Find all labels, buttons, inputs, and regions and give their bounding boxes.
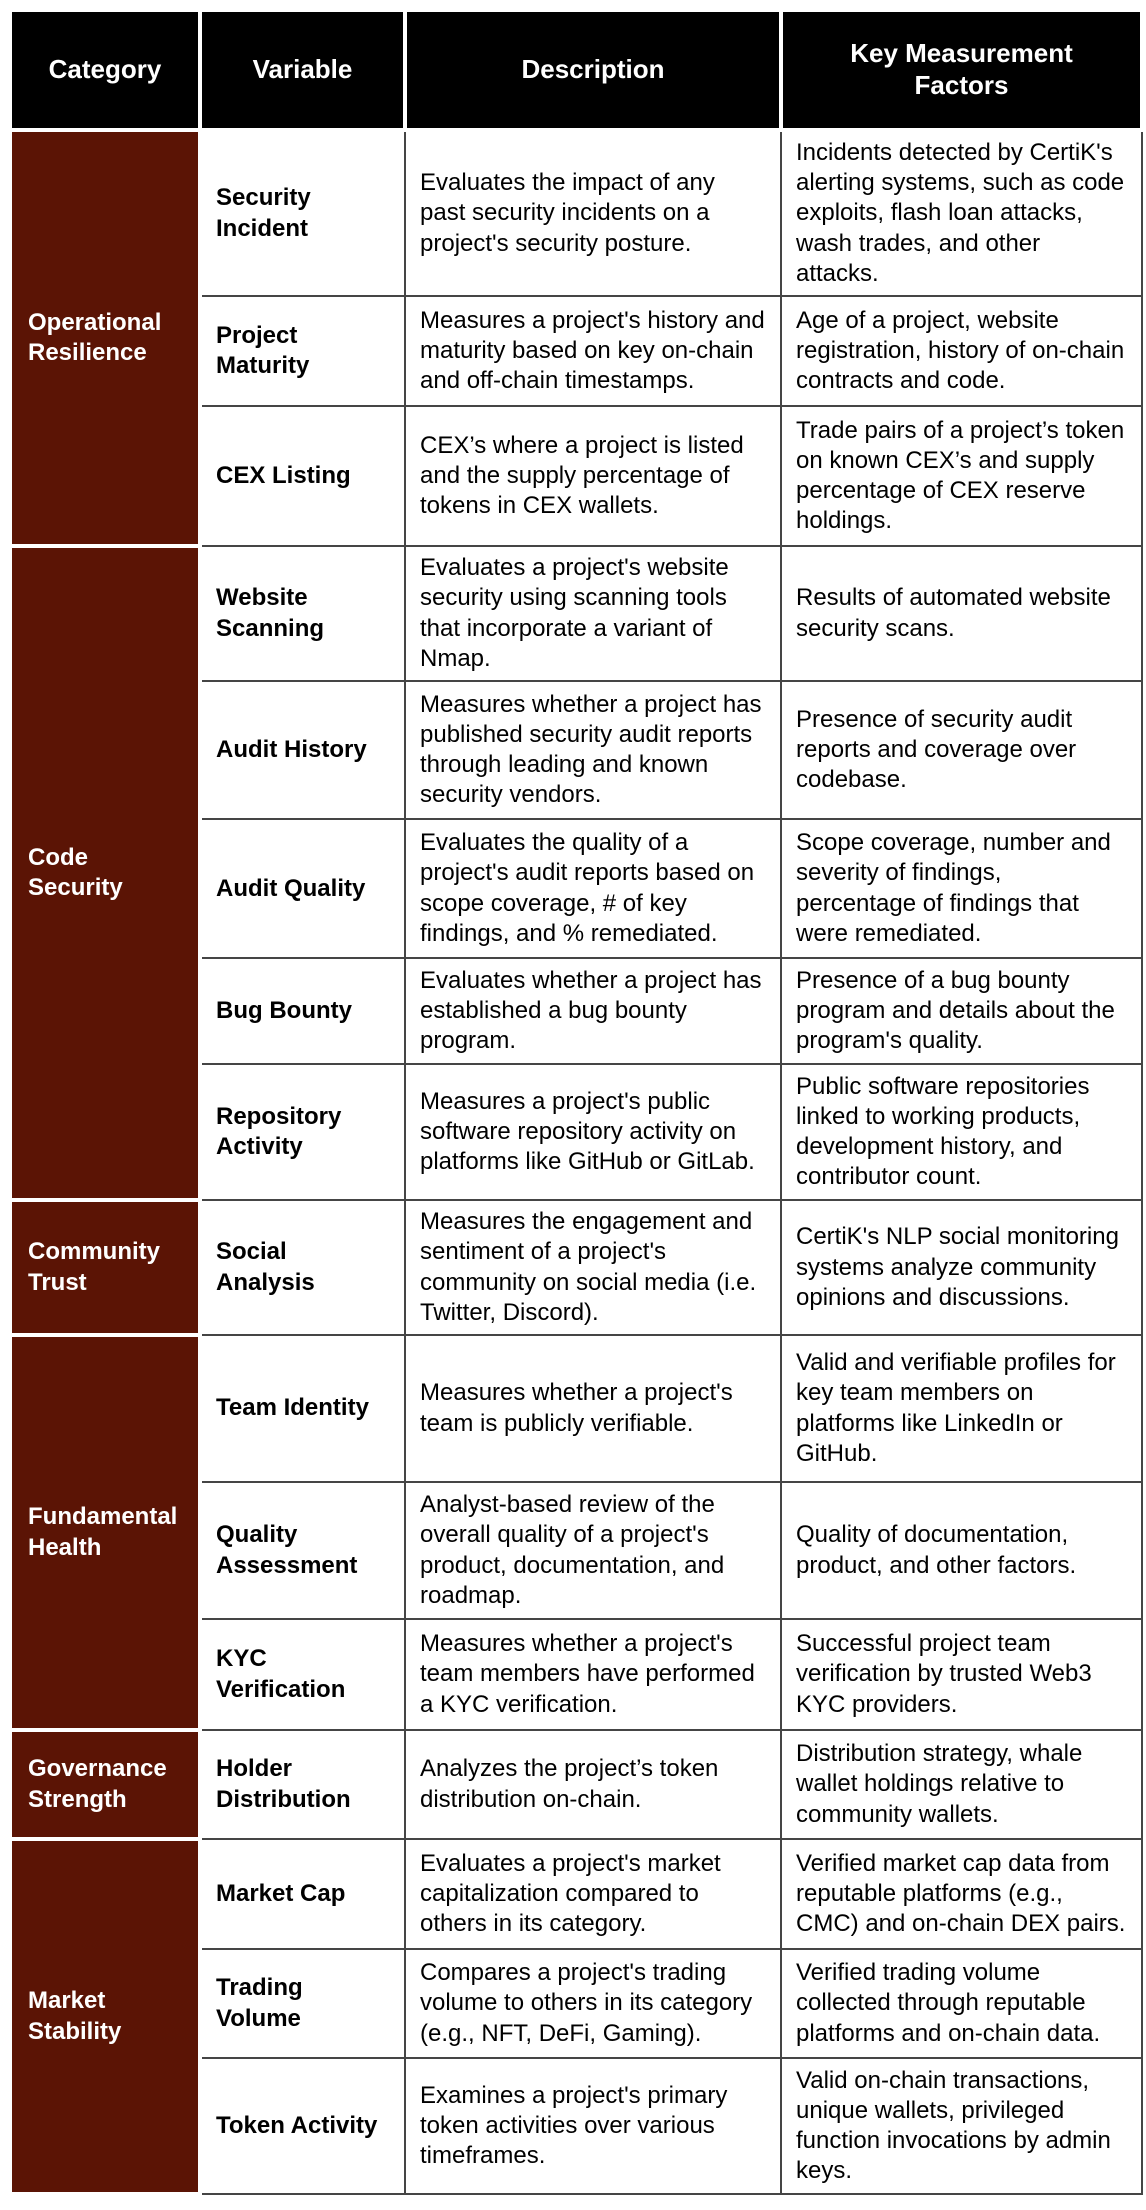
variable-cell: Audit Quality	[199, 818, 406, 960]
header-variable: Variable	[198, 8, 407, 132]
header-key-measurement-factors: Key Measurement Factors	[779, 8, 1144, 132]
variable-cell: Quality Assessment	[199, 1481, 406, 1621]
factors-cell: Distribution strategy, whale wallet hold…	[780, 1729, 1143, 1841]
table-row: Community Trust Social Analysis Measures t…	[8, 1198, 1143, 1338]
category-cell: Community Trust	[8, 1198, 202, 1338]
table-row: Audit History Measures whether a project …	[10, 680, 1143, 821]
table-row: Token Activity Examines a project's prima…	[10, 2057, 1143, 2196]
description-cell: CEX’s where a project is listed and the …	[404, 405, 782, 548]
table-row: Code Security Website Scanning Evaluates a…	[8, 544, 1143, 1203]
factors-cell: Scope coverage, number and severity of f…	[780, 818, 1143, 960]
category-cell: Market Stability	[8, 1837, 202, 2197]
category-cell: Fundamental Health	[8, 1333, 202, 1733]
description-cell: Evaluates a project's website security u…	[404, 545, 782, 683]
category-cell: Operational Resilience	[8, 127, 202, 549]
variable-cell: Social Analysis	[199, 1199, 406, 1337]
description-cell: Examines a project's primary token activ…	[404, 2057, 782, 2196]
table-row: Market Stability Market Cap Evaluates a pr…	[8, 1837, 1143, 2197]
variable-cell: Repository Activity	[199, 1063, 406, 1202]
header-row: Category Variable Description Key Measur…	[8, 8, 1144, 132]
header-description: Description	[403, 8, 783, 132]
description-cell: Measures whether a project's team member…	[404, 1618, 782, 1732]
variable-cell: Bug Bounty	[199, 957, 406, 1066]
variable-cell: Project Maturity	[199, 295, 406, 408]
table-row: Governance Strength Holder Distribution An…	[8, 1728, 1143, 1842]
description-cell: Measures a project's history and maturit…	[404, 295, 782, 408]
table-row: Repository Activity Measures a project's …	[10, 1063, 1143, 1202]
factors-cell: Verified market cap data from reputable …	[780, 1838, 1143, 1951]
table-row: Bug Bounty Evaluates whether a project ha…	[10, 957, 1143, 1066]
table-row: Quality Assessment Analyst-based review o…	[10, 1481, 1143, 1621]
factors-cell: Verified trading volume collected throug…	[780, 1948, 1143, 2060]
table-row: Operational Resilience Security Incident E…	[8, 127, 1143, 549]
description-cell: Analyst-based review of the overall qual…	[404, 1481, 782, 1621]
description-cell: Evaluates a project's market capitalizat…	[404, 1838, 782, 1951]
variable-cell: CEX Listing	[199, 405, 406, 548]
factors-cell: Age of a project, website registration, …	[780, 295, 1143, 408]
factors-cell: Quality of documentation, product, and o…	[780, 1481, 1143, 1621]
variable-cell: Holder Distribution	[199, 1729, 406, 1841]
security-score-table: Category Variable Description Key Measur…	[8, 8, 1144, 2197]
description-cell: Analyzes the project’s token distributio…	[404, 1729, 782, 1841]
header-category: Category	[8, 8, 202, 132]
variable-cell: Token Activity	[199, 2057, 406, 2196]
description-cell: Measures the engagement and sentiment of…	[404, 1199, 782, 1337]
description-cell: Evaluates the quality of a project's aud…	[404, 818, 782, 960]
variable-cell: Security Incident	[199, 128, 406, 298]
description-cell: Compares a project's trading volume to o…	[404, 1948, 782, 2060]
factors-cell: Successful project team verification by …	[780, 1618, 1143, 1732]
table-row: Fundamental Health Team Identity Measures …	[8, 1333, 1143, 1733]
factors-cell: Presence of security audit reports and c…	[780, 680, 1143, 821]
table-row: Project Maturity Measures a project's his…	[10, 295, 1143, 408]
description-cell: Measures whether a project has published…	[404, 680, 782, 821]
description-cell: Evaluates the impact of any past securit…	[404, 128, 782, 298]
description-cell: Measures a project's public software rep…	[404, 1063, 782, 1202]
category-cell: Governance Strength	[8, 1728, 202, 1842]
variable-cell: KYC Verification	[199, 1618, 406, 1732]
variable-cell: Team Identity	[199, 1334, 406, 1484]
table-row: Trading Volume Compares a project's tradi…	[10, 1948, 1143, 2060]
table-row: KYC Verification Measures whether a proje…	[10, 1618, 1143, 1732]
factors-cell: Public software repositories linked to w…	[780, 1063, 1143, 1202]
factors-cell: Incidents detected by CertiK's alerting …	[780, 128, 1143, 298]
factors-cell: Results of automated website security sc…	[780, 545, 1143, 683]
variable-cell: Market Cap	[199, 1838, 406, 1951]
description-cell: Measures whether a project's team is pub…	[404, 1334, 782, 1484]
variable-cell: Website Scanning	[199, 545, 406, 683]
table-row: CEX Listing CEX’s where a project is list…	[10, 405, 1143, 548]
category-cell: Code Security	[8, 544, 202, 1203]
factors-cell: Trade pairs of a project’s token on know…	[780, 405, 1143, 548]
table-row: Audit Quality Evaluates the quality of a …	[10, 818, 1143, 960]
factors-cell: CertiK's NLP social monitoring systems a…	[780, 1199, 1143, 1337]
variable-cell: Trading Volume	[199, 1948, 406, 2060]
table-body: Operational Resilience Security Incident E…	[8, 127, 1143, 2197]
description-cell: Evaluates whether a project has establis…	[404, 957, 782, 1066]
factors-cell: Valid on-chain transactions, unique wall…	[780, 2057, 1143, 2196]
factors-cell: Presence of a bug bounty program and det…	[780, 957, 1143, 1066]
variable-cell: Audit History	[199, 680, 406, 821]
factors-cell: Valid and verifiable profiles for key te…	[780, 1334, 1143, 1484]
